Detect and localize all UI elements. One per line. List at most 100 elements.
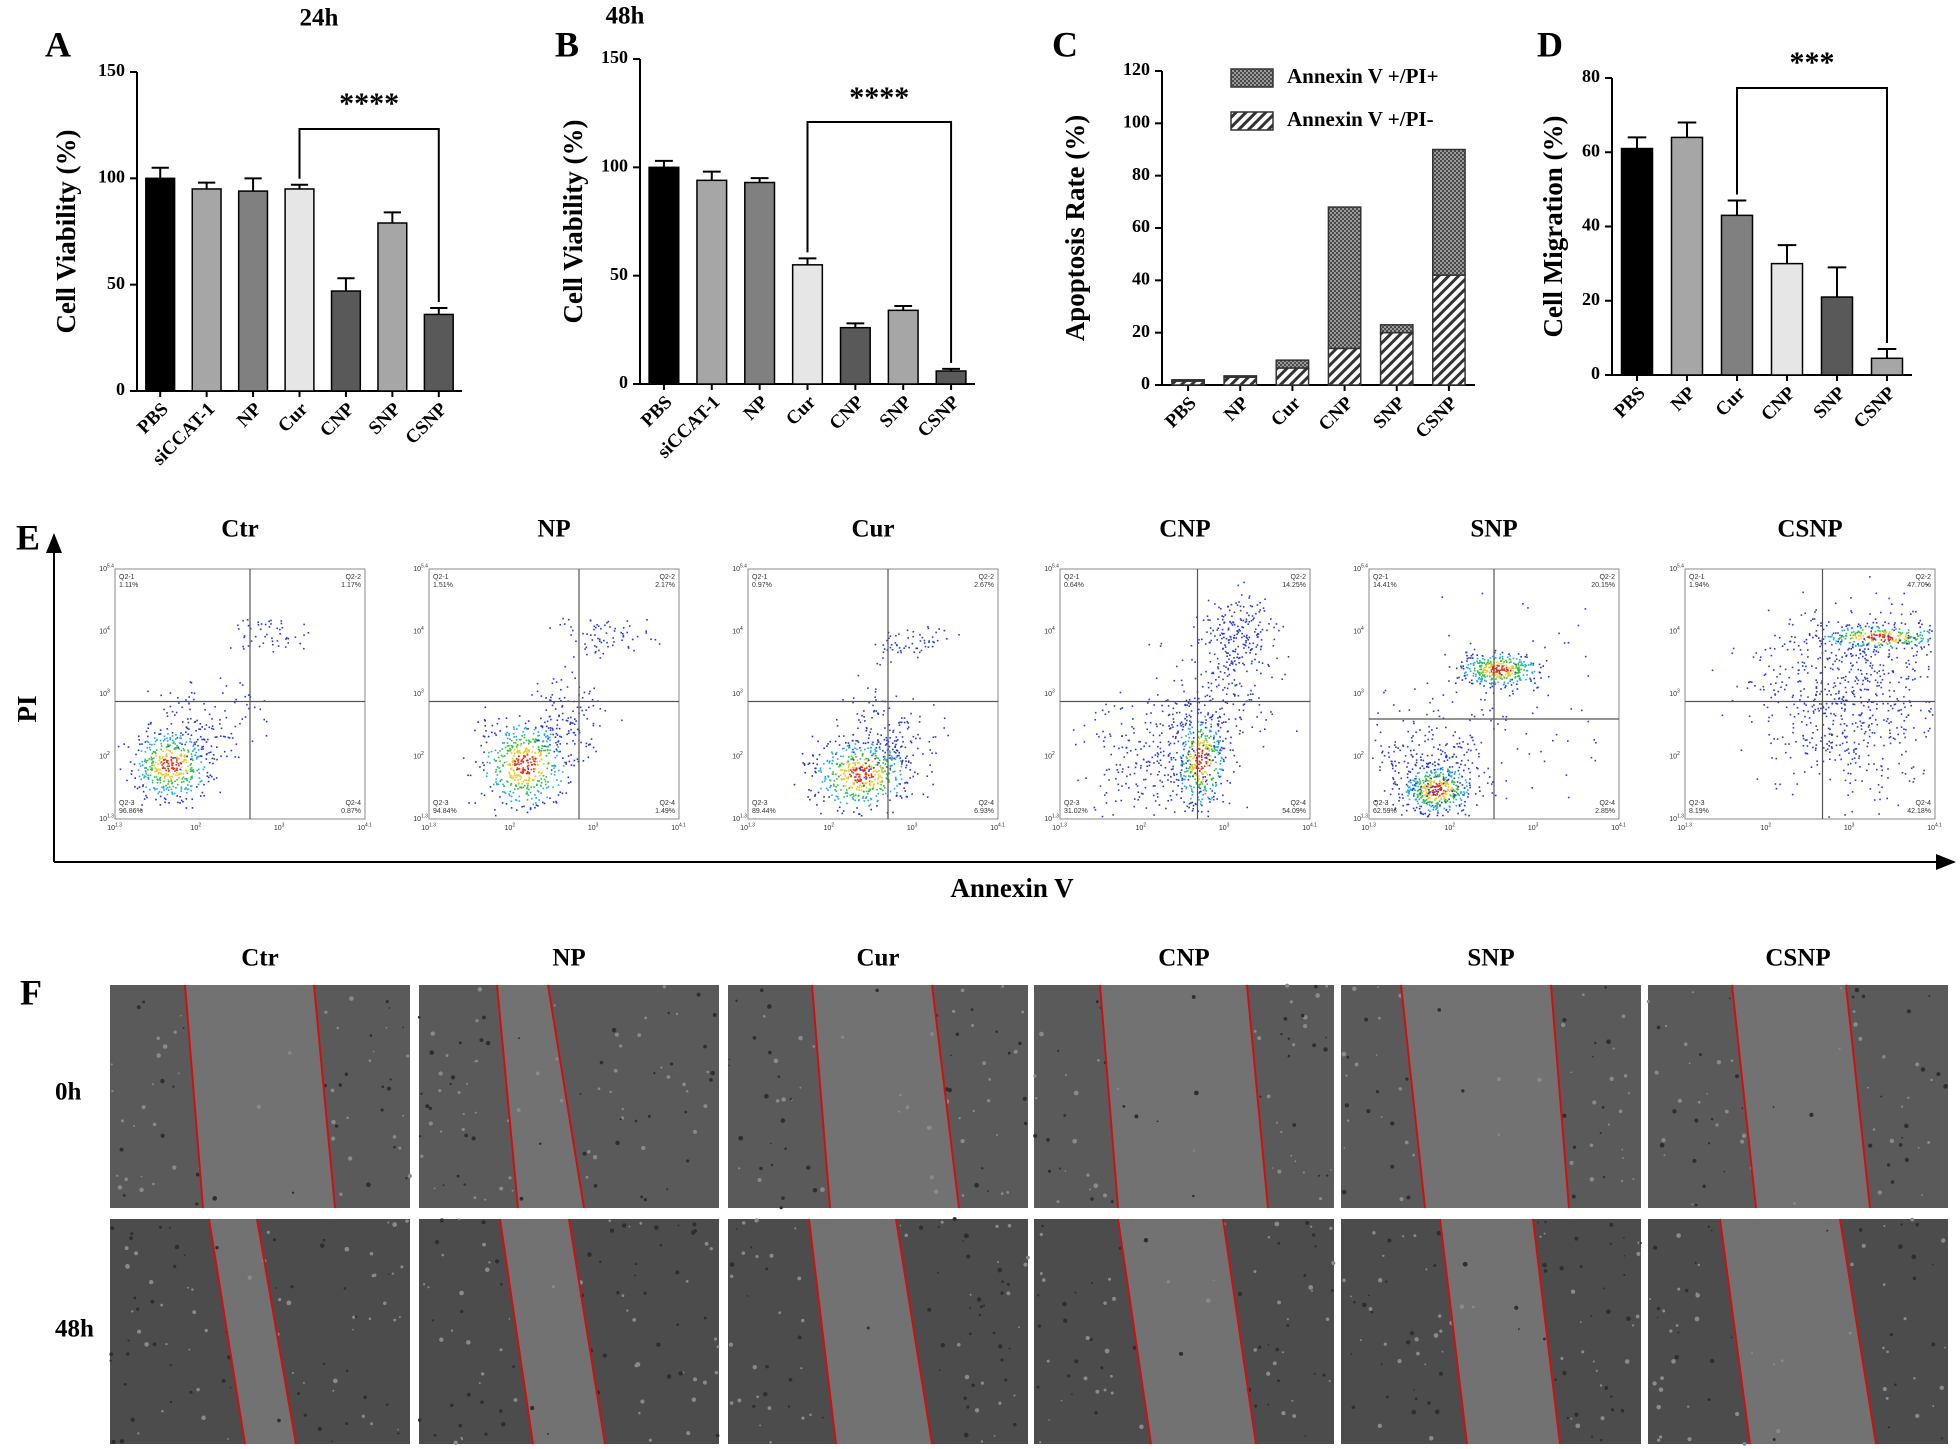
event-dot bbox=[1440, 786, 1442, 789]
event-dot bbox=[570, 716, 572, 719]
event-dot bbox=[1451, 790, 1454, 792]
event-dot bbox=[190, 785, 192, 787]
event-dot bbox=[175, 787, 177, 789]
event-dot bbox=[1796, 783, 1799, 785]
event-dot bbox=[180, 788, 183, 790]
event-dot bbox=[513, 772, 516, 775]
event-dot bbox=[1861, 641, 1864, 643]
event-dot bbox=[829, 740, 831, 743]
event-dot bbox=[1220, 756, 1223, 759]
event-dot bbox=[499, 760, 501, 762]
event-dot bbox=[1175, 793, 1178, 796]
event-dot bbox=[650, 638, 652, 641]
event-dot bbox=[1148, 698, 1151, 701]
event-dot bbox=[1480, 675, 1483, 678]
event-dot bbox=[1825, 624, 1828, 627]
event-dot bbox=[489, 786, 492, 788]
event-dot bbox=[1879, 630, 1881, 632]
event-dot bbox=[1424, 812, 1426, 815]
event-dot bbox=[556, 744, 559, 746]
event-dot bbox=[827, 775, 829, 777]
event-dot bbox=[165, 754, 168, 756]
event-dot bbox=[174, 770, 176, 772]
event-dot bbox=[170, 788, 173, 791]
event-dot bbox=[1496, 675, 1498, 678]
event-dot bbox=[1524, 663, 1527, 666]
event-dot bbox=[1230, 662, 1232, 665]
event-dot bbox=[201, 738, 203, 741]
event-dot bbox=[172, 766, 174, 769]
event-dot bbox=[838, 764, 841, 767]
event-dot bbox=[1443, 760, 1446, 762]
event-dot bbox=[854, 763, 856, 765]
event-dot bbox=[1917, 635, 1920, 638]
event-dot bbox=[171, 781, 174, 784]
event-dot bbox=[1444, 790, 1447, 793]
event-dot bbox=[501, 748, 504, 750]
event-dot bbox=[1204, 786, 1206, 789]
event-dot bbox=[1429, 810, 1431, 813]
event-dot bbox=[1432, 785, 1435, 788]
event-dot bbox=[1424, 787, 1427, 790]
plot-title: NP bbox=[537, 516, 570, 543]
event-dot bbox=[590, 738, 593, 740]
event-dot bbox=[1185, 770, 1188, 773]
event-dot bbox=[1472, 739, 1474, 742]
event-dot bbox=[1131, 705, 1134, 707]
event-dot bbox=[215, 736, 218, 738]
event-dot bbox=[1431, 738, 1434, 740]
event-dot bbox=[1860, 669, 1862, 672]
event-dot bbox=[162, 756, 164, 758]
event-dot bbox=[1193, 767, 1196, 769]
event-dot bbox=[1248, 614, 1250, 617]
event-dot bbox=[139, 765, 142, 767]
event-dot bbox=[1198, 737, 1201, 740]
event-dot bbox=[1094, 711, 1097, 714]
event-dot bbox=[525, 759, 528, 762]
event-dot bbox=[1189, 755, 1191, 758]
event-dot bbox=[1506, 668, 1508, 671]
event-dot bbox=[187, 718, 189, 720]
event-dot bbox=[1901, 603, 1904, 606]
event-dot bbox=[1437, 785, 1439, 788]
event-dot bbox=[1411, 784, 1414, 786]
event-dot bbox=[876, 764, 879, 766]
event-dot bbox=[1399, 749, 1401, 752]
event-dot bbox=[1883, 640, 1886, 643]
event-dot bbox=[551, 727, 554, 730]
event-dot bbox=[880, 734, 883, 737]
event-dot bbox=[1469, 784, 1471, 787]
event-dot bbox=[1416, 793, 1419, 796]
event-dot bbox=[1861, 722, 1864, 724]
event-dot bbox=[1852, 637, 1854, 640]
event-dot bbox=[1139, 740, 1141, 743]
event-dot bbox=[592, 724, 595, 727]
event-dot bbox=[1833, 698, 1836, 700]
event-dot bbox=[872, 767, 875, 770]
event-dot bbox=[1424, 794, 1426, 797]
event-dot bbox=[1227, 668, 1229, 671]
event-dot bbox=[1468, 681, 1471, 684]
event-dot bbox=[508, 773, 511, 776]
event-dot bbox=[1419, 791, 1422, 794]
event-dot bbox=[1180, 679, 1183, 682]
event-dot bbox=[862, 742, 865, 744]
event-dot bbox=[1580, 709, 1583, 712]
event-dot bbox=[1458, 676, 1460, 679]
event-dot bbox=[525, 739, 528, 742]
event-dot bbox=[1455, 784, 1457, 787]
event-dot bbox=[1903, 732, 1905, 735]
event-dot bbox=[841, 812, 844, 815]
event-dot bbox=[147, 776, 149, 779]
event-dot bbox=[1205, 746, 1207, 748]
event-dot bbox=[1853, 751, 1855, 753]
event-dot bbox=[851, 770, 853, 773]
event-dot bbox=[1398, 761, 1400, 764]
event-dot bbox=[1189, 753, 1192, 755]
event-dot bbox=[536, 739, 539, 742]
event-dot bbox=[1452, 746, 1455, 748]
event-dot bbox=[1460, 759, 1463, 762]
event-dot bbox=[176, 795, 178, 797]
event-dot bbox=[1462, 665, 1464, 667]
event-dot bbox=[176, 761, 178, 763]
